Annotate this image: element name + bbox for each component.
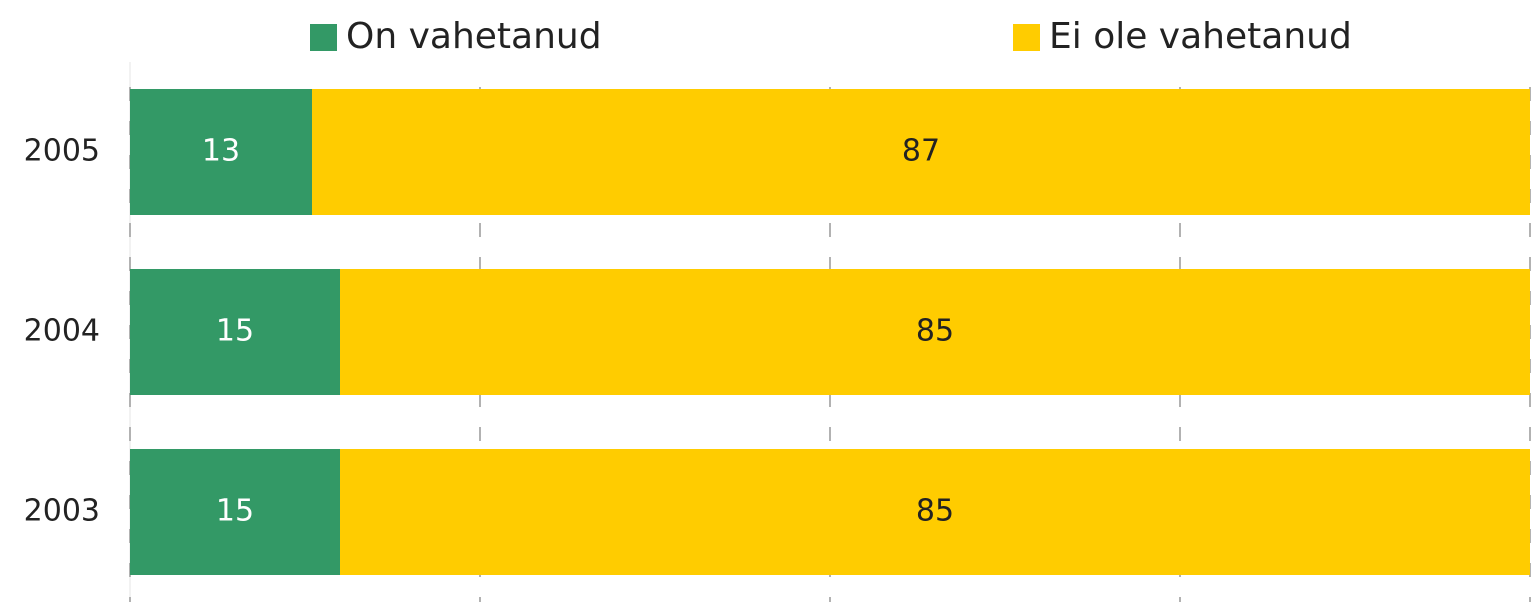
- bar-segment: [340, 449, 1530, 575]
- bar-segment: [130, 89, 312, 215]
- bar-segment: [312, 89, 1530, 215]
- value-label: 85: [916, 494, 954, 529]
- value-label: 13: [202, 134, 240, 169]
- legend-label: Ei ole vahetanud: [1049, 16, 1352, 57]
- bar-segment: [130, 269, 340, 395]
- bar-segment: [340, 269, 1530, 395]
- legend-swatch: [310, 24, 337, 51]
- value-label: 87: [902, 134, 940, 169]
- legend-label: On vahetanud: [346, 16, 602, 57]
- legend-swatch: [1013, 24, 1040, 51]
- y-tick-label: 2005: [24, 134, 100, 169]
- value-label: 85: [916, 314, 954, 349]
- bar-segment: [130, 449, 340, 575]
- y-tick-label: 2004: [24, 314, 100, 349]
- value-label: 15: [216, 314, 254, 349]
- y-tick-label: 2003: [24, 494, 100, 529]
- value-label: 15: [216, 494, 254, 529]
